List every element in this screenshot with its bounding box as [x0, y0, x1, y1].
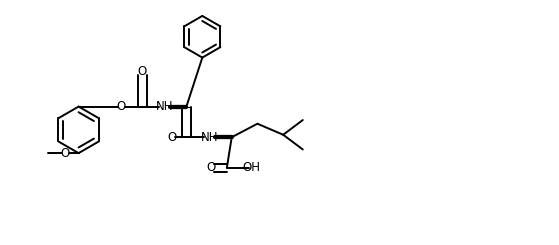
Text: O: O [117, 100, 126, 113]
Text: NH: NH [201, 131, 219, 144]
Text: NH: NH [156, 100, 173, 113]
Text: O: O [138, 64, 147, 78]
Text: O: O [167, 131, 176, 144]
Text: O: O [206, 161, 216, 174]
Text: OH: OH [243, 161, 261, 174]
Text: O: O [60, 147, 70, 160]
